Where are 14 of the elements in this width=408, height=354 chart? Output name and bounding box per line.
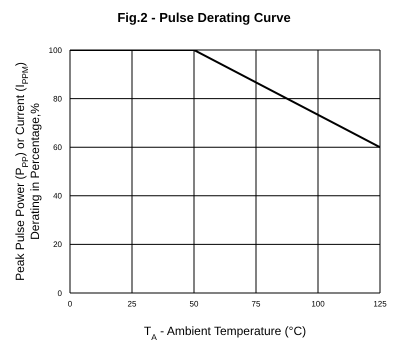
y-tick-label: 80 xyxy=(53,94,63,104)
x-tick-label: 75 xyxy=(252,300,261,309)
x-tick-label: 25 xyxy=(128,300,137,309)
x-axis-title: T$_{A}$ - Ambient Temperature (°C) xyxy=(144,324,306,342)
x-tick-label: 125 xyxy=(373,300,388,309)
x-tick-label: 50 xyxy=(190,300,199,309)
x-tick-label: 100 xyxy=(311,300,326,309)
chart-title: Fig.2 - Pulse Derating Curve xyxy=(116,9,292,27)
y-tick-label: 40 xyxy=(53,192,63,201)
y-tick-label: 60 xyxy=(53,143,63,152)
y-tick-label: 20 xyxy=(53,240,63,250)
y-tick-label: 0 xyxy=(58,288,63,298)
x-tick-label: 0 xyxy=(68,300,73,309)
y-tick-label: 100 xyxy=(48,46,63,55)
